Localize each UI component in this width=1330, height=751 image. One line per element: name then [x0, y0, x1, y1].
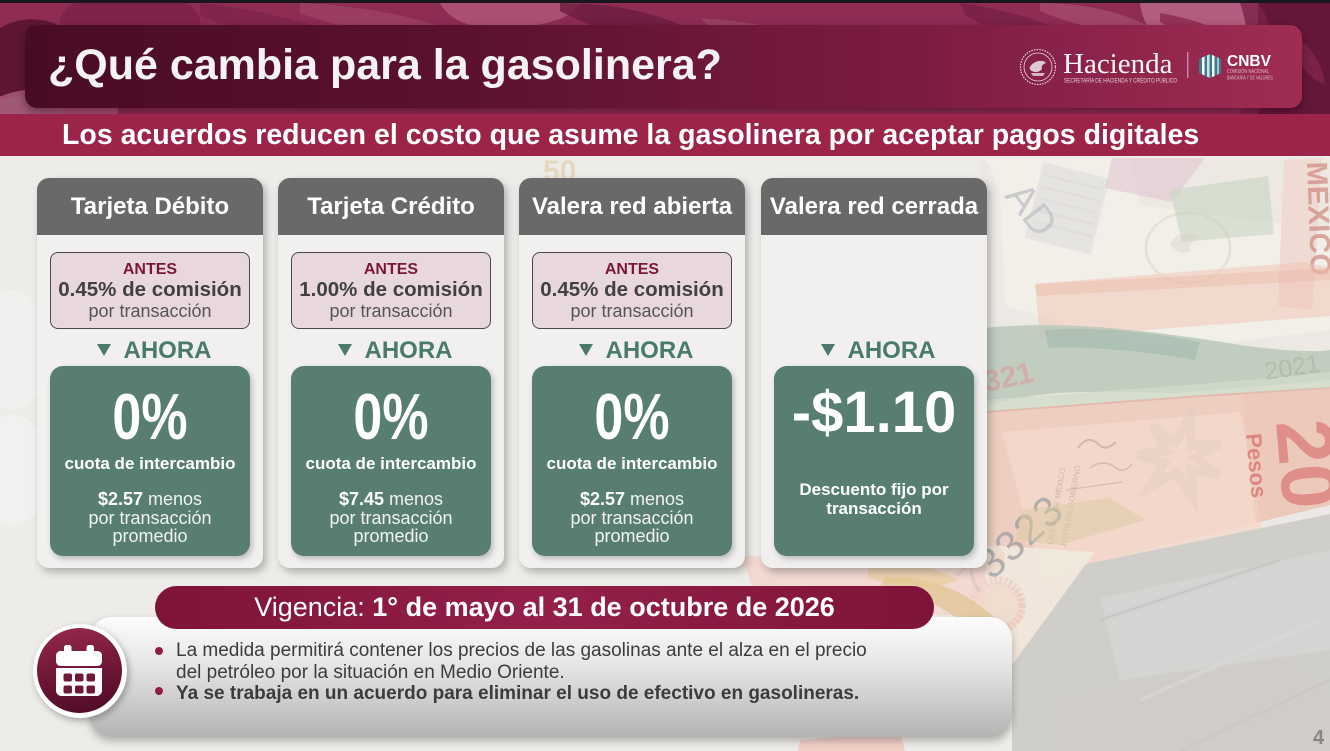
svg-text:CNBV: CNBV [1227, 53, 1272, 70]
svg-text:Hacienda: Hacienda [1063, 48, 1173, 80]
svg-text:MÉXICO: MÉXICO [1300, 161, 1330, 277]
svg-text:20: 20 [1259, 416, 1330, 512]
svg-text:SECRETARÍA DE HACIENDA Y CRÉDI: SECRETARÍA DE HACIENDA Y CRÉDITO PÚBLICO [1064, 78, 1177, 85]
svg-text:Pesos: Pesos [1241, 432, 1272, 499]
svg-text:BANCARIA Y DE VALORES: BANCARIA Y DE VALORES [1227, 76, 1273, 82]
svg-text:COMISIÓN NACIONAL: COMISIÓN NACIONAL [1227, 68, 1269, 75]
